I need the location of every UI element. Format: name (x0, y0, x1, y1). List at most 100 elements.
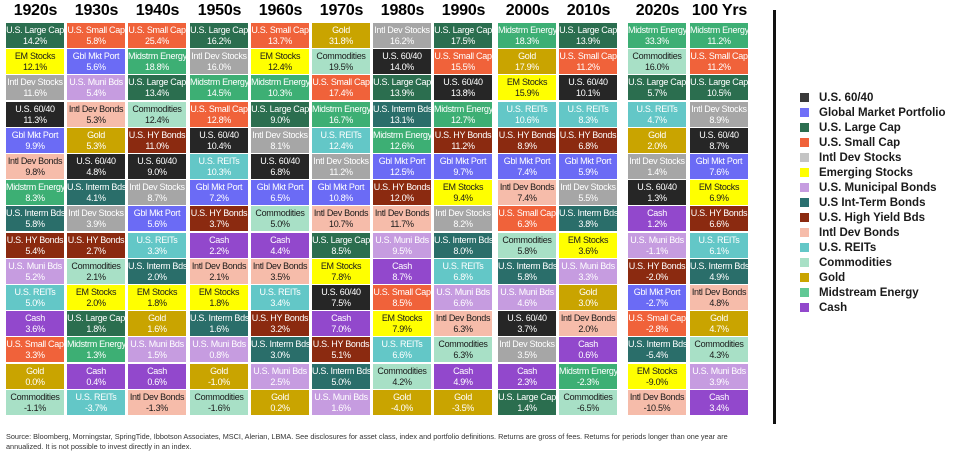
cell-return-value: 13.7% (267, 36, 293, 46)
cell-asset-label: Gbl Mkt Port (195, 182, 243, 193)
cell-asset-label: Intl Dev Bonds (68, 103, 124, 114)
cell-return-value: 12.6% (389, 140, 415, 151)
cell-asset-label: U.S. REITs (14, 287, 56, 297)
grid-cell: Intl Dev Bonds 6.3% (434, 311, 492, 337)
grid-cell: Intl Dev Bonds 5.3% (67, 101, 125, 127)
grid-cell: Midstrm Energy 18.8% (128, 49, 186, 75)
grid-cell: U.S. 60/40 8.7% (690, 127, 748, 153)
cell-asset-label: Cash (331, 313, 351, 324)
cell-return-value: 33.3% (644, 36, 670, 46)
grid-cell: U.S. HY Bonds 2.7% (67, 232, 125, 258)
cell-return-value: 12.5% (389, 167, 415, 177)
column-header: 1990s (441, 2, 486, 19)
cell-asset-label: Commodities (377, 365, 427, 376)
grid-cell: Gold -1.0% (190, 363, 248, 389)
cell-return-value: 11.7% (390, 219, 414, 230)
cell-return-value: 6.5% (270, 193, 290, 204)
grid-cell: Commodities 4.2% (373, 363, 431, 389)
column-header: 2010s (566, 2, 611, 19)
cell-return-value: 3.5% (517, 350, 537, 361)
cell-return-value: -1.1% (645, 245, 668, 256)
cell-asset-label: U.S. Interm Bds (628, 339, 686, 350)
cell-asset-label: EM Stocks (136, 287, 178, 297)
cell-return-value: 8.9% (709, 114, 729, 125)
grid-cell: U.S. Muni Bds 9.5% (373, 232, 431, 258)
cell-return-value: 8.3% (25, 193, 45, 204)
grid-cell: U.S. Small Cap 12.8% (190, 101, 248, 127)
cell-return-value: 3.5% (270, 271, 290, 282)
legend-swatch (800, 198, 809, 207)
grid-cell: Gbl Mkt Port 5.6% (67, 49, 125, 75)
cell-asset-label: Intl Dev Stocks (7, 77, 63, 88)
cell-return-value: -2.3% (576, 376, 599, 387)
cell-return-value: 7.0% (331, 324, 351, 335)
grid-cell: Intl Dev Stocks 8.1% (251, 127, 309, 153)
cell-return-value: 7.4% (517, 167, 537, 177)
cell-asset-label: EM Stocks (698, 182, 740, 193)
legend-swatch (800, 273, 809, 282)
grid-cell: Cash 4.4% (251, 232, 309, 258)
cell-asset-label: U.S. Muni Bds (8, 260, 62, 271)
grid-cell: Gbl Mkt Port 5.9% (559, 154, 617, 179)
grid-cell: Gbl Mkt Port -2.7% (628, 285, 686, 310)
grid-cell: Gbl Mkt Port 12.5% (373, 154, 431, 179)
grid-cell: U.S. Muni Bds 0.8% (190, 337, 248, 363)
cell-asset-label: Intl Dev Stocks (68, 208, 124, 219)
cell-return-value: 8.7% (147, 193, 167, 204)
cell-asset-label: Midstrm Energy (373, 129, 431, 140)
cell-asset-label: Intl Dev Bonds (191, 260, 247, 271)
grid-cell: U.S. HY Bonds 11.0% (128, 127, 186, 153)
cell-return-value: -5.4% (645, 350, 668, 361)
grid-cell: Cash 0.6% (128, 363, 186, 389)
cell-return-value: 9.0% (147, 167, 167, 177)
cell-return-value: 4.3% (709, 350, 729, 361)
cell-return-value: 1.3% (86, 350, 106, 361)
cell-return-value: 31.8% (328, 36, 354, 46)
cell-return-value: 2.1% (86, 271, 106, 282)
cell-asset-label: Gold (393, 391, 411, 402)
column-header: 1950s (197, 2, 242, 19)
cell-asset-label: Cash (647, 208, 667, 219)
grid-cell: U.S. Large Cap 10.5% (690, 75, 748, 101)
grid-cell: U.S. Small Cap 3.3% (6, 337, 64, 363)
legend-label: U.S. 60/40 (819, 91, 874, 104)
grid-cell: Commodities 16.0% (628, 49, 686, 75)
cell-return-value: -1.0% (207, 376, 230, 387)
grid-cell: EM Stocks 1.8% (128, 285, 186, 310)
cell-return-value: 2.7% (86, 245, 106, 256)
cell-return-value: 5.7% (647, 88, 667, 99)
grid-cell: Intl Dev Stocks 11.6% (6, 75, 64, 101)
grid-cell: U.S. HY Bonds 12.0% (373, 180, 431, 206)
grid-cell: U.S. Small Cap 11.2% (690, 49, 748, 75)
cell-asset-label: U.S. REITs (381, 339, 423, 350)
cell-asset-label: EM Stocks (506, 77, 548, 88)
cell-asset-label: EM Stocks (320, 260, 362, 271)
cell-return-value: 3.3% (147, 245, 167, 256)
cell-return-value: 14.2% (22, 36, 48, 46)
cell-asset-label: Intl Dev Bonds (560, 313, 616, 324)
cell-asset-label: Cash (453, 365, 473, 376)
grid-cell: U.S. REITs 8.3% (559, 101, 617, 127)
cell-asset-label: U.S. HY Bonds (628, 260, 686, 271)
cell-return-value: 6.6% (709, 219, 729, 230)
cell-return-value: 13.8% (450, 88, 476, 99)
cell-asset-label: U.S. HY Bonds (67, 234, 125, 245)
column-header: 100 Yrs (691, 2, 748, 19)
cell-return-value: 12.1% (22, 62, 48, 73)
cell-return-value: 0.0% (25, 376, 45, 387)
cell-return-value: 5.8% (517, 245, 537, 256)
grid-cell: Intl Dev Stocks 3.9% (67, 206, 125, 232)
cell-return-value: -2.8% (645, 324, 668, 335)
cell-asset-label: U.S. REITs (75, 391, 117, 402)
cell-asset-label: Commodities (502, 234, 552, 245)
cell-asset-label: U.S. REITs (506, 103, 548, 114)
legend-label: Commodities (819, 256, 892, 269)
cell-return-value: 2.0% (86, 298, 106, 308)
cell-asset-label: U.S. Large Cap (690, 77, 748, 88)
cell-asset-label: U.S. Large Cap (190, 25, 248, 35)
grid-cell: U.S. 60/40 10.1% (559, 75, 617, 101)
cell-return-value: -9.0% (645, 376, 668, 387)
grid-cell: Intl Dev Stocks 8.9% (690, 101, 748, 127)
cell-asset-label: U.S. Small Cap (434, 51, 492, 62)
grid-cell: Gold 17.9% (498, 49, 556, 75)
